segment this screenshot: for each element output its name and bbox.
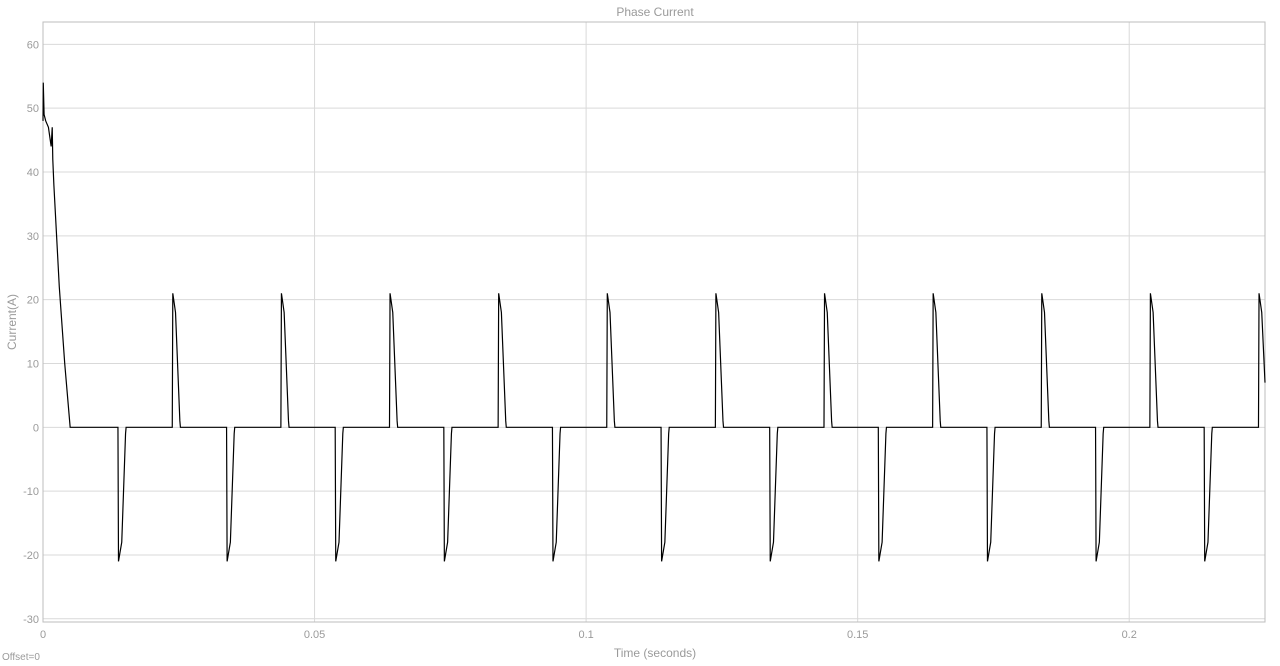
x-tick-label: 0 bbox=[40, 629, 46, 641]
series-line-phase-current bbox=[42, 82, 1266, 562]
y-axis-ticks: 60 50 40 30 20 10 0 -10 -20 -30 bbox=[23, 39, 39, 625]
chart-title: Phase Current bbox=[616, 5, 694, 19]
y-tick-label: 40 bbox=[27, 167, 39, 179]
y-tick-label: 20 bbox=[27, 295, 39, 307]
x-axis-title: Time (seconds) bbox=[614, 646, 696, 660]
x-tick-label: 0.05 bbox=[304, 629, 325, 641]
offset-label: Offset=0 bbox=[2, 652, 40, 663]
series-layer bbox=[42, 82, 1266, 562]
y-tick-label: 0 bbox=[33, 422, 39, 434]
y-axis-title: Current(A) bbox=[5, 294, 19, 350]
x-tick-label: 0.15 bbox=[847, 629, 868, 641]
y-tick-label: 60 bbox=[27, 39, 39, 51]
y-tick-label: 50 bbox=[27, 103, 39, 115]
y-tick-label: -10 bbox=[23, 486, 39, 498]
grid bbox=[42, 22, 1265, 622]
y-tick-label: 10 bbox=[27, 358, 39, 370]
y-tick-label: 30 bbox=[27, 231, 39, 243]
x-tick-label: 0.1 bbox=[578, 629, 593, 641]
x-axis-ticks: 0 0.05 0.1 0.15 0.2 bbox=[40, 629, 1137, 641]
y-tick-label: -20 bbox=[23, 550, 39, 562]
plot-area-border bbox=[42, 21, 1266, 623]
y-tick-label: -30 bbox=[23, 614, 39, 626]
x-tick-label: 0.2 bbox=[1122, 629, 1137, 641]
